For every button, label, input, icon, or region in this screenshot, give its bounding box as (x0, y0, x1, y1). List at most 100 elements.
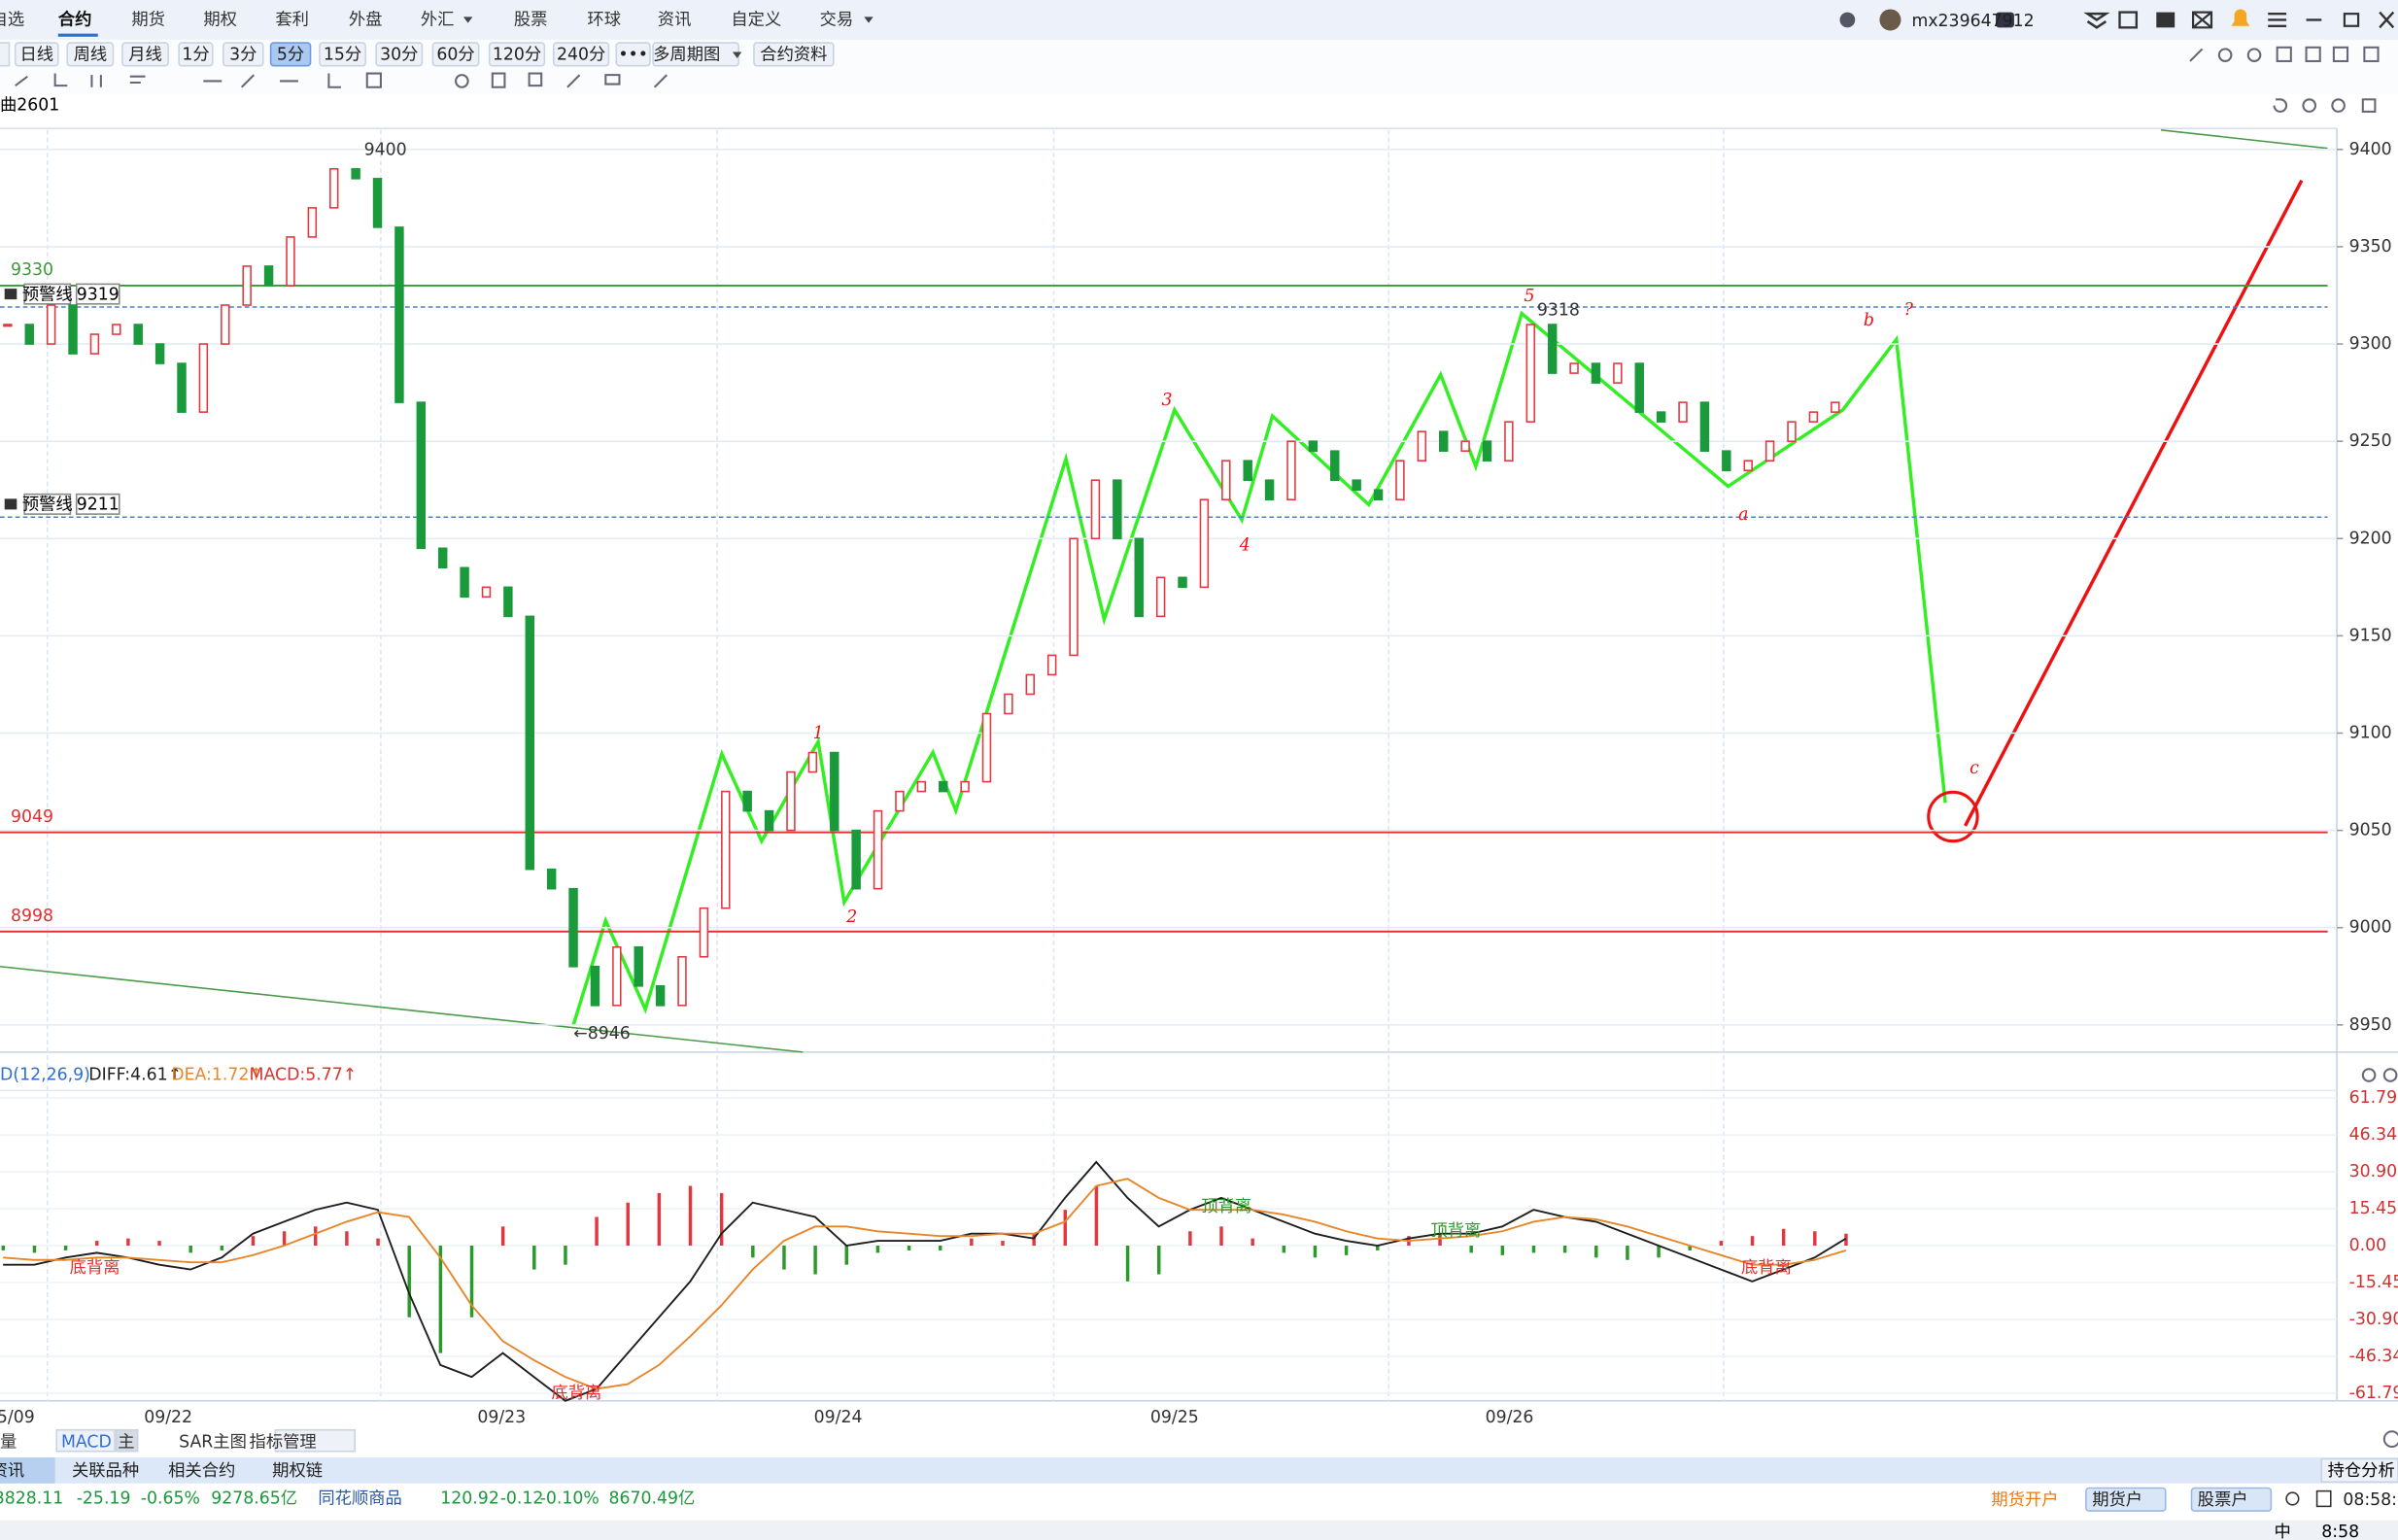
toolbar-button[interactable] (223, 42, 264, 67)
indicator-tab-label[interactable]: SAR主图 (179, 1432, 247, 1452)
menu-item[interactable]: 资讯 (658, 10, 692, 29)
toolbar-label[interactable]: 60分 (436, 46, 474, 65)
indicator-tab-label[interactable]: MACD (61, 1432, 112, 1452)
y-tick-label: 9300 (2349, 334, 2392, 354)
l2-badge[interactable] (1996, 12, 2014, 28)
toolbar-label[interactable]: 3分 (229, 46, 257, 65)
candle (437, 547, 448, 569)
menu-item[interactable]: 环球 (587, 10, 621, 29)
chart-tools[interactable] (2189, 46, 2398, 1449)
macd-bar (813, 1246, 817, 1275)
alert-price[interactable]: 9319 (77, 285, 120, 304)
indicator-tab-label[interactable]: 指标管理 (250, 1432, 317, 1452)
bottom-tab[interactable]: 相关合约 (168, 1461, 235, 1481)
toolbar-button[interactable] (431, 42, 480, 67)
restore-btn[interactable] (2343, 13, 2360, 27)
menu-item[interactable]: 套利 (275, 10, 309, 29)
alert-label[interactable]: 预警线 (22, 496, 73, 515)
bottom-tab-right[interactable] (2320, 1457, 2398, 1483)
layers-icon[interactable] (2083, 12, 2110, 29)
toolbar-button[interactable] (0, 42, 11, 67)
drawing-tools[interactable] (15, 72, 668, 88)
toolbar-button[interactable] (121, 42, 169, 67)
menu-item[interactable]: 自选 (0, 10, 24, 29)
menu-item[interactable]: 股票 (514, 10, 548, 29)
macd-bar (532, 1246, 536, 1270)
toolbar-button[interactable] (615, 42, 651, 67)
toolbar-label[interactable]: ••• (618, 46, 648, 65)
menu-item[interactable]: 自定义 (731, 10, 781, 29)
toolbar-label[interactable]: 5分 (277, 46, 304, 65)
bottom-tab[interactable]: 资讯 (0, 1461, 24, 1481)
robot-icon[interactable] (1839, 12, 1856, 28)
toolbar-label[interactable]: 120分 (493, 46, 541, 65)
candle (1243, 460, 1252, 481)
divergence-label: 底背离 (70, 1258, 120, 1278)
toolbar-label[interactable]: 30分 (380, 46, 418, 65)
toolbar-button[interactable] (269, 42, 312, 67)
mail-icon[interactable] (2191, 11, 2213, 29)
toolbar-button[interactable] (552, 42, 610, 67)
macd-bar (1781, 1228, 1786, 1247)
alert-label[interactable]: 预警线 (22, 285, 73, 304)
candle (177, 362, 187, 413)
bell-icon[interactable] (2231, 9, 2250, 26)
toolbar-button[interactable] (66, 42, 115, 67)
macd-bar (626, 1202, 630, 1247)
lock-icon[interactable] (4, 289, 17, 300)
menu-item[interactable]: 外汇 (421, 10, 455, 29)
menu-icon[interactable] (2268, 12, 2287, 27)
alert-tag[interactable] (23, 493, 72, 515)
toolbar-label[interactable]: 15分 (324, 46, 361, 65)
calendar-icon[interactable] (2315, 1489, 2332, 1508)
macd-title: D(12,26,9) (0, 1066, 90, 1085)
alert-tag[interactable] (23, 283, 72, 305)
indicator-tab[interactable] (274, 1428, 356, 1453)
ticker-right[interactable]: 期货户 (2092, 1490, 2142, 1510)
toolbar-button[interactable] (178, 42, 214, 67)
menu-item[interactable]: 外盘 (349, 10, 383, 29)
ticker-right[interactable]: 期货开户 (1991, 1490, 2058, 1510)
toolbar-label[interactable]: 日线 (19, 46, 53, 65)
toolbar-button[interactable] (375, 42, 424, 67)
toolbar-label[interactable]: 合约资料 (760, 46, 827, 65)
candle (1525, 324, 1536, 423)
menu-item[interactable]: 交易 (820, 10, 854, 29)
indicator-tab-label[interactable]: 主 (118, 1432, 134, 1452)
menu-item[interactable]: 合约 (58, 9, 92, 29)
indicator-tab[interactable] (55, 1428, 116, 1453)
account-button[interactable] (2085, 1487, 2167, 1512)
toolbar-button[interactable] (753, 42, 835, 67)
toolbar-label[interactable]: 月线 (128, 46, 162, 65)
avatar[interactable] (1879, 9, 1901, 31)
account-button[interactable] (2190, 1487, 2273, 1512)
toolbar-label[interactable]: 1分 (182, 46, 209, 65)
icon[interactable] (2156, 12, 2175, 28)
toolbar-button[interactable] (319, 42, 366, 67)
macd-bar (1844, 1233, 1848, 1247)
menu-item[interactable]: 期货 (131, 10, 165, 29)
alert-price[interactable]: 9211 (77, 496, 120, 515)
bottom-tab[interactable]: 期权链 (272, 1461, 323, 1481)
ticker-right[interactable]: 股票户 (2198, 1490, 2248, 1510)
alert-price-tag[interactable] (75, 493, 120, 515)
icon[interactable] (2118, 11, 2139, 29)
lock-icon[interactable] (4, 498, 17, 510)
toolbar-label[interactable]: 多周期图 (653, 46, 720, 65)
close-btn[interactable] (2379, 11, 2395, 29)
candle (699, 907, 709, 958)
user-name[interactable]: mx239647912 (1911, 12, 2034, 31)
alert-price-tag[interactable] (75, 283, 120, 305)
taskbar-item: 中 (2275, 1523, 2291, 1540)
toolbar-button[interactable] (14, 42, 59, 67)
indicator-tab-label[interactable]: 量 (0, 1432, 17, 1452)
toolbar-label[interactable]: 周线 (74, 46, 108, 65)
toolbar-label[interactable]: 240分 (557, 46, 605, 65)
candle (198, 343, 209, 413)
menu-item[interactable]: 期权 (203, 10, 237, 29)
search-icon[interactable] (2285, 1491, 2300, 1506)
toolbar-button[interactable] (488, 42, 546, 67)
bottom-tab[interactable]: 关联品种 (72, 1461, 139, 1481)
indicator-tab[interactable] (115, 1428, 139, 1453)
bottom-tab[interactable]: 持仓分析 (2328, 1461, 2395, 1481)
